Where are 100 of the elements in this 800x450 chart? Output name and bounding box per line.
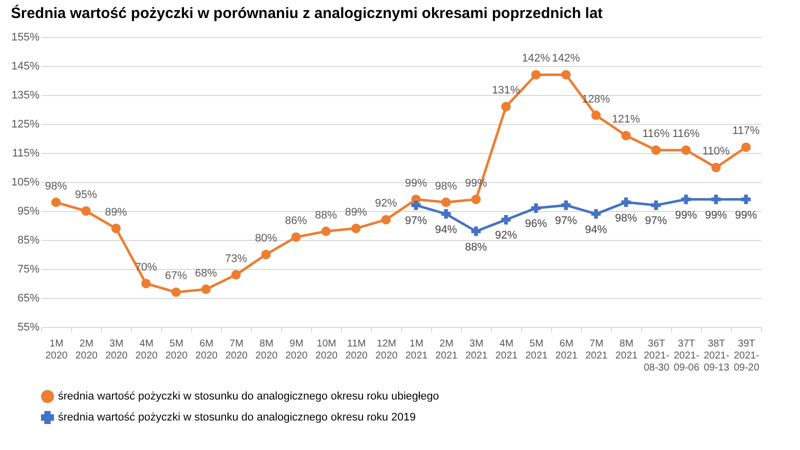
x-tick-label: 36T 2021-08-30 (644, 338, 670, 374)
data-label: 68% (194, 267, 218, 280)
point (711, 162, 721, 172)
data-label: 131% (492, 84, 520, 97)
legend-label: średnia wartość pożyczki w stosunku do analogicznego okresu roku 2019 (58, 412, 416, 424)
x-tick-label: 6M 2020 (195, 338, 218, 362)
x-tick-label: 12M 2020 (375, 338, 398, 362)
x-tick-label: 10M 2020 (315, 338, 338, 362)
y-tick-label: 105% (11, 176, 40, 188)
point (501, 102, 511, 112)
data-label: 92% (494, 230, 518, 242)
point (651, 200, 661, 210)
point (201, 284, 211, 294)
x-tick-label: 5M 2021 (525, 338, 548, 362)
x-tick-label: 1M 2021 (405, 338, 428, 362)
point (81, 206, 91, 216)
point (471, 226, 481, 236)
y-tick-label: 155% (11, 32, 40, 44)
point (471, 194, 481, 204)
x-tick-label: 4M 2020 (135, 338, 158, 362)
y-tick-label: 65% (17, 292, 40, 304)
point (141, 278, 151, 288)
point (231, 270, 241, 280)
data-label: 80% (254, 232, 278, 244)
x-tick-label: 9M 2020 (285, 338, 308, 362)
legend-label: średnia wartość pożyczki w stosunku do analogicznego okresu roku ubiegłego (58, 390, 439, 402)
point (261, 250, 271, 260)
x-tick-label: 3M 2020 (105, 338, 128, 362)
data-label: 99% (704, 209, 728, 222)
point (321, 226, 331, 236)
y-tick-label: 135% (11, 90, 40, 102)
data-label: 89% (104, 206, 128, 218)
y-tick-label: 85% (17, 234, 40, 246)
point (711, 194, 721, 204)
point (351, 224, 361, 234)
x-tick-label: 7M 2020 (225, 338, 248, 362)
x-tick-label: 11M 2020 (345, 338, 368, 362)
x-tick-label: 2M 2020 (75, 338, 98, 362)
x-tick-label: 8M 2020 (255, 338, 278, 362)
data-label: 99% (404, 177, 428, 190)
x-tick-label: 8M 2021 (615, 338, 638, 362)
point (171, 287, 181, 297)
data-label: 121% (612, 114, 640, 126)
data-label: 97% (644, 215, 668, 228)
chart-title: Średnia wartość pożyczki w porównaniu z analogicznymi okresami poprzednich lat (10, 4, 603, 22)
data-label: 92% (374, 198, 398, 210)
data-label: 97% (554, 215, 578, 228)
data-label: 98% (434, 180, 458, 192)
y-tick-label: 125% (11, 118, 40, 130)
data-label: 116% (642, 128, 670, 140)
data-label: 99% (674, 209, 698, 222)
point (741, 142, 751, 152)
data-label: 73% (224, 252, 248, 265)
point (441, 198, 451, 208)
data-label: 89% (344, 206, 368, 218)
point (111, 224, 121, 234)
x-tick-label: 38T 2021-09-13 (704, 338, 730, 374)
point (621, 130, 631, 140)
data-label: 142% (522, 52, 550, 65)
x-tick-label: 3M 2021 (465, 338, 488, 362)
point (561, 70, 571, 80)
x-tick-label: 7M 2021 (585, 338, 608, 362)
point (531, 70, 541, 80)
point (651, 145, 661, 155)
point (51, 198, 61, 208)
y-tick-label: 95% (17, 206, 40, 218)
data-label: 94% (584, 224, 608, 236)
point (291, 232, 301, 242)
data-label: 94% (434, 224, 458, 236)
point (681, 145, 691, 155)
y-tick-label: 75% (17, 264, 40, 276)
data-label: 67% (164, 270, 188, 282)
point (381, 214, 391, 224)
data-label: 95% (74, 189, 98, 201)
data-label: 88% (464, 241, 488, 254)
point (441, 209, 451, 219)
data-label: 116% (672, 128, 700, 140)
data-label: 98% (44, 180, 68, 192)
y-tick-label: 145% (11, 60, 40, 72)
data-label: 117% (732, 125, 760, 138)
point (501, 214, 511, 224)
y-tick-label: 55% (17, 322, 40, 334)
data-label: 96% (524, 218, 548, 230)
y-tick-label: 115% (12, 148, 40, 160)
point (591, 110, 601, 120)
data-label: 86% (284, 215, 308, 228)
x-tick-label: 2M 2021 (435, 338, 458, 362)
x-tick-label: 6M 2021 (555, 338, 578, 362)
x-tick-label: 4M 2021 (495, 338, 518, 362)
data-label: 88% (314, 209, 338, 222)
x-tick-label: 39T 2021-09-20 (734, 338, 760, 374)
x-tick-label: 1M 2020 (45, 338, 68, 362)
x-tick-label: 37T 2021-09-06 (674, 338, 700, 374)
data-label: 110% (702, 146, 730, 158)
x-tick-label: 5M 2020 (165, 338, 188, 362)
data-label: 97% (404, 215, 428, 228)
point (561, 200, 571, 210)
point (681, 194, 691, 204)
point (591, 209, 601, 219)
point (741, 194, 751, 204)
